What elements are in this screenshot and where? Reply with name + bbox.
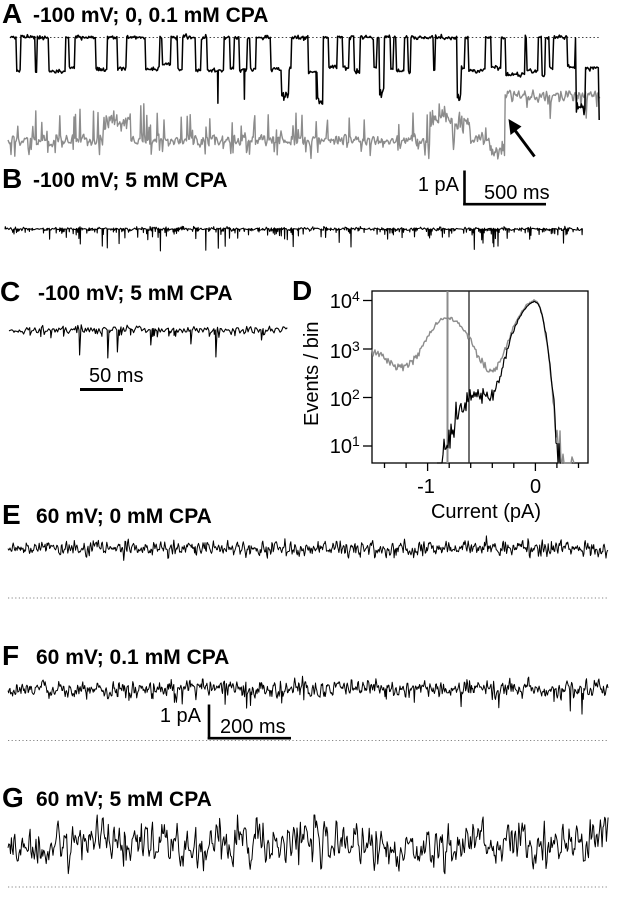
svg-text:60 mV; 5 mM CPA: 60 mV; 5 mM CPA [36, 788, 212, 811]
svg-text:D: D [292, 275, 312, 306]
svg-text:E: E [2, 499, 21, 530]
svg-text:2: 2 [352, 386, 360, 402]
svg-text:1 pA: 1 pA [160, 705, 202, 727]
svg-text:1 pA: 1 pA [418, 174, 460, 196]
svg-text:50 ms: 50 ms [89, 365, 143, 387]
svg-text:-100 mV; 5 mM CPA: -100 mV; 5 mM CPA [33, 169, 228, 192]
svg-text:10: 10 [330, 389, 352, 411]
svg-text:0: 0 [530, 476, 541, 498]
svg-text:C: C [0, 276, 20, 307]
svg-text:G: G [2, 782, 24, 813]
svg-text:10: 10 [330, 291, 352, 313]
svg-text:60 mV; 0.1 mM CPA: 60 mV; 0.1 mM CPA [36, 646, 229, 669]
svg-text:Events / bin: Events / bin [301, 321, 323, 426]
svg-text:10: 10 [330, 341, 352, 363]
svg-text:3: 3 [352, 338, 360, 354]
svg-text:F: F [2, 640, 19, 671]
svg-text:Current (pA): Current (pA) [431, 501, 541, 523]
svg-text:-1: -1 [417, 476, 435, 498]
svg-text:60 mV; 0 mM CPA: 60 mV; 0 mM CPA [36, 505, 212, 528]
svg-text:200 ms: 200 ms [220, 716, 286, 738]
svg-text:1: 1 [352, 433, 360, 449]
svg-text:A: A [2, 0, 22, 29]
svg-text:-100 mV; 5 mM CPA: -100 mV; 5 mM CPA [38, 282, 233, 305]
svg-text:-100 mV; 0, 0.1 mM CPA: -100 mV; 0, 0.1 mM CPA [33, 4, 268, 27]
svg-text:500 ms: 500 ms [484, 182, 550, 204]
svg-text:10: 10 [330, 436, 352, 458]
svg-text:B: B [2, 163, 22, 194]
svg-text:4: 4 [352, 288, 360, 304]
